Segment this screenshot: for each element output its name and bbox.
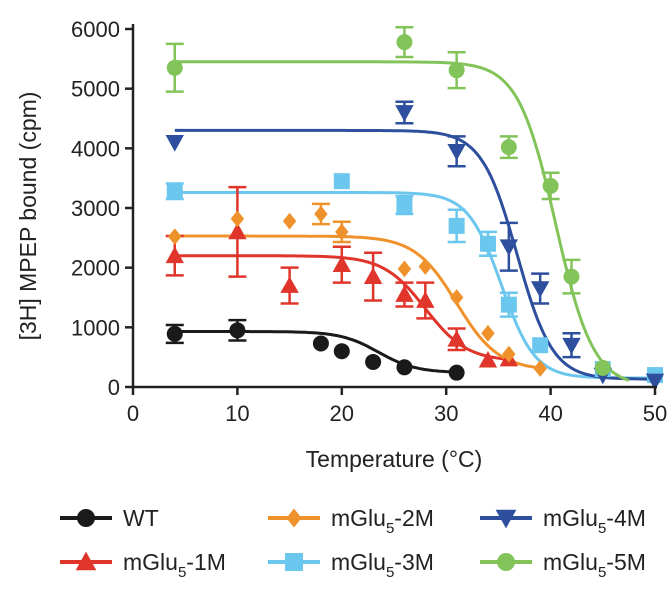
data-point-mglu5-2m: [419, 258, 432, 275]
data-point-wt: [365, 354, 381, 370]
fit-curve-mglu5-3m: [175, 193, 655, 379]
data-point-mglu5-2m: [533, 360, 546, 377]
data-markers: [166, 27, 665, 390]
data-point-mglu5-3m: [480, 236, 496, 252]
data-point-mglu5-5m: [563, 269, 579, 285]
legend-label-sub: 5: [178, 564, 186, 581]
legend-label: WT: [123, 505, 159, 531]
legend-item-mglu5-3m: mGlu5-3M: [268, 549, 434, 581]
legend-label-base: mGlu: [331, 505, 386, 531]
series-wt: [166, 320, 465, 381]
series-mglu5-1m: [166, 187, 518, 367]
data-point-mglu5-4m: [395, 105, 413, 122]
legend-label: mGlu5-2M: [331, 505, 434, 537]
legend-item-mglu5-5m: mGlu5-5M: [480, 549, 646, 581]
data-point-mglu5-2m: [231, 210, 244, 227]
data-point-mglu5-5m: [595, 360, 611, 376]
x-tick-label: 40: [538, 401, 562, 426]
legend-item-mglu5-1m: mGlu5-1M: [60, 549, 226, 581]
legend-label-sub: 5: [598, 564, 606, 581]
data-point-mglu5-4m: [166, 135, 184, 152]
series-mglu5-2m: [168, 204, 547, 377]
data-point-mglu5-2m: [398, 260, 411, 277]
data-point-mglu5-2m: [450, 289, 463, 306]
legend-marker: [286, 509, 301, 528]
data-point-mglu5-2m: [283, 213, 296, 230]
series-mglu5-5m: [166, 27, 611, 376]
data-point-mglu5-5m: [167, 60, 183, 76]
y-tick-label: 6000: [71, 17, 120, 42]
legend-label-rest: -5M: [606, 549, 646, 575]
data-point-mglu5-3m: [334, 173, 350, 189]
legend-label-sub: 5: [386, 520, 394, 537]
legend-label-sub: 5: [598, 520, 606, 537]
legend-label: mGlu5-3M: [331, 549, 434, 581]
x-tick-label: 10: [225, 401, 249, 426]
legend-label-rest: -4M: [606, 505, 646, 531]
x-axis-title: Temperature (°C): [306, 446, 483, 472]
data-point-mglu5-1m: [280, 276, 298, 293]
data-point-mglu5-4m: [447, 144, 465, 161]
y-tick-label: 3000: [71, 196, 120, 221]
x-tick-label: 50: [643, 401, 667, 426]
legend-item-mglu5-4m: mGlu5-4M: [480, 505, 646, 537]
data-point-mglu5-5m: [501, 139, 517, 155]
y-tick-label: 1000: [71, 315, 120, 340]
data-point-wt: [396, 359, 412, 375]
legend-label-base: mGlu: [543, 505, 598, 531]
y-tick-label: 4000: [71, 136, 120, 161]
legend-marker: [77, 509, 95, 527]
legend-item-wt: WT: [60, 505, 159, 531]
x-tick-label: 20: [330, 401, 354, 426]
data-point-wt: [167, 326, 183, 342]
data-point-mglu5-3m: [167, 183, 183, 199]
legend-label: mGlu5-4M: [543, 505, 646, 537]
data-point-mglu5-2m: [314, 206, 327, 223]
legend-label-rest: -2M: [394, 505, 434, 531]
legend-label-rest: -1M: [186, 549, 226, 575]
data-point-mglu5-1m: [364, 267, 382, 284]
series-mglu5-3m: [166, 173, 663, 383]
data-point-mglu5-4m: [562, 338, 580, 355]
legend-label-sub: 5: [386, 564, 394, 581]
data-point-mglu5-2m: [168, 228, 181, 245]
data-point-wt: [229, 322, 245, 338]
data-point-mglu5-4m: [531, 281, 549, 298]
legend-item-mglu5-2m: mGlu5-2M: [268, 505, 434, 537]
data-point-mglu5-5m: [543, 178, 559, 194]
legend-label: mGlu5-1M: [123, 549, 226, 581]
legend-label: mGlu5-5M: [543, 549, 646, 581]
data-point-mglu5-5m: [396, 34, 412, 50]
legend-label-base: WT: [123, 505, 159, 531]
data-point-mglu5-3m: [501, 297, 517, 313]
data-point-mglu5-1m: [395, 285, 413, 302]
y-tick-label: 5000: [71, 77, 120, 102]
x-tick-label: 30: [434, 401, 458, 426]
data-point-wt: [334, 343, 350, 359]
y-axis-title: [3H] MPEP bound (cpm): [15, 92, 41, 341]
legend-marker: [497, 553, 515, 571]
y-tick-label: 0: [108, 375, 120, 400]
data-point-wt: [313, 335, 329, 351]
legend-label-base: mGlu: [331, 549, 386, 575]
data-point-mglu5-3m: [449, 218, 465, 234]
data-point-mglu5-5m: [449, 62, 465, 78]
x-tick-label: 0: [127, 401, 139, 426]
data-point-wt: [449, 365, 465, 381]
y-tick-label: 2000: [71, 256, 120, 281]
legend-label-rest: -3M: [394, 549, 434, 575]
legend-label-base: mGlu: [543, 549, 598, 575]
series-mglu5-4m: [166, 102, 665, 390]
data-point-mglu5-3m: [532, 337, 548, 353]
fit-curves: [175, 62, 655, 381]
legend-marker: [285, 553, 303, 571]
legend-label-base: mGlu: [123, 549, 178, 575]
data-point-mglu5-3m: [396, 197, 412, 213]
